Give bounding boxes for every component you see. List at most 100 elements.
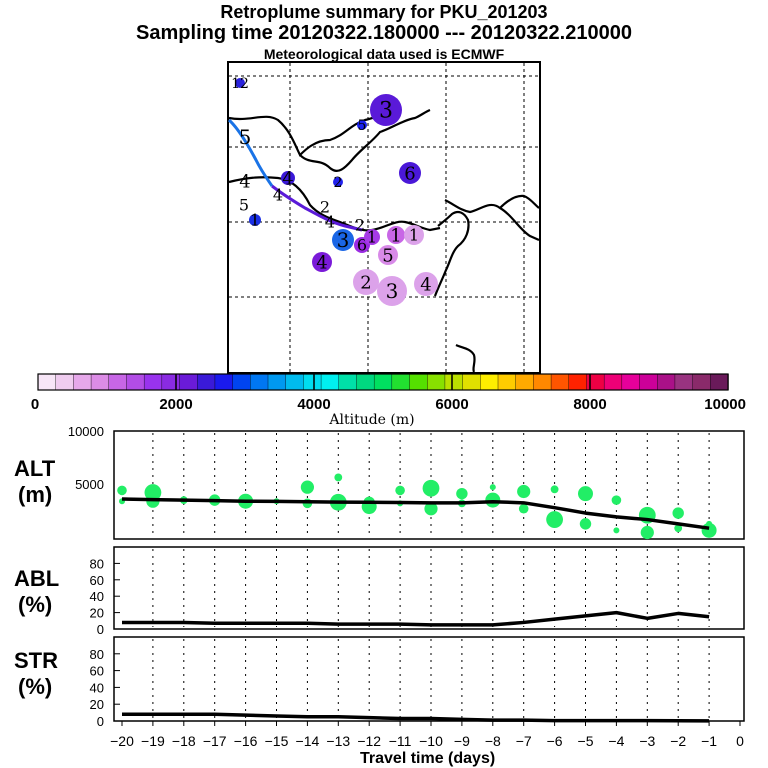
plume-label: 5 bbox=[358, 118, 367, 134]
plume-marker bbox=[378, 245, 398, 265]
alt-scatter-point bbox=[613, 527, 620, 534]
colorbar-swatch bbox=[161, 373, 181, 391]
x-tick-label: −13 bbox=[326, 733, 350, 749]
plume-marker bbox=[414, 272, 438, 296]
alt-scatter-point bbox=[706, 520, 713, 527]
colorbar-tick-label: 2000 bbox=[159, 396, 192, 413]
x-tick-label: −4 bbox=[608, 733, 624, 749]
colorbar-tick-label: 0 bbox=[31, 396, 39, 413]
x-tick-label: −1 bbox=[701, 733, 717, 749]
alt-scatter-point bbox=[117, 485, 127, 496]
colorbar-swatch bbox=[603, 373, 623, 391]
plume-label: 2 bbox=[334, 175, 343, 191]
colorbar-swatch bbox=[320, 373, 340, 391]
plume-label: 5 bbox=[239, 196, 249, 215]
x-tick-label: −17 bbox=[203, 733, 227, 749]
pct-tick-label: 40 bbox=[90, 680, 104, 695]
colorbar-swatch bbox=[285, 373, 305, 391]
trajectory-line bbox=[227, 118, 363, 232]
colorbar-swatch bbox=[480, 373, 499, 391]
plume-label: 5 bbox=[239, 125, 252, 149]
colorbar-swatch bbox=[108, 373, 128, 391]
x-tick-label: −11 bbox=[389, 733, 412, 749]
plume-label: 6 bbox=[404, 163, 415, 184]
plume-label: 4 bbox=[239, 171, 250, 192]
alt-scatter-point bbox=[674, 524, 683, 533]
alt-scatter-point bbox=[550, 485, 559, 494]
colorbar-swatch bbox=[568, 373, 588, 391]
colorbar-swatch bbox=[409, 373, 428, 391]
plume-label: 1 bbox=[390, 225, 401, 246]
colorbar-swatch bbox=[497, 373, 517, 391]
alt-scatter-point bbox=[518, 503, 529, 514]
colorbar-swatch bbox=[692, 373, 712, 391]
plume-label: 4 bbox=[282, 168, 293, 189]
altitude-colorbar: 0 2000 4000 6000 8000 10000 Altitude (m) bbox=[31, 373, 746, 428]
plume-marker bbox=[353, 269, 379, 295]
series-line bbox=[121, 497, 710, 530]
alt-label: ALT bbox=[14, 456, 56, 481]
alt-scatter-point bbox=[395, 485, 405, 496]
x-tick-label: 0 bbox=[736, 733, 744, 749]
pct-tick-label: 40 bbox=[90, 589, 104, 604]
colorbar-swatch bbox=[250, 373, 269, 391]
colorbar-swatch bbox=[90, 373, 110, 391]
x-tick-label: −10 bbox=[419, 733, 443, 749]
plume-label: 6 bbox=[357, 236, 367, 255]
colorbar-swatch bbox=[338, 373, 358, 391]
plume-marker bbox=[332, 229, 354, 251]
str-label: STR bbox=[14, 648, 58, 673]
colorbar-tick-label: 4000 bbox=[297, 396, 330, 413]
sampling-time-title: Sampling time 20120322.180000 --- 201203… bbox=[136, 22, 632, 44]
plume-marker bbox=[357, 120, 367, 130]
x-tick-label: −7 bbox=[516, 733, 532, 749]
x-tick-label: −3 bbox=[639, 733, 655, 749]
plume-label: 1 bbox=[250, 211, 260, 230]
abl-panel-frame bbox=[113, 546, 745, 630]
x-tick-label: −16 bbox=[234, 733, 258, 749]
chart-title: Retroplume summary for PKU_201203 bbox=[220, 2, 548, 22]
str-unit: (%) bbox=[18, 674, 52, 699]
plume-marker bbox=[399, 162, 421, 184]
abl-label: ABL bbox=[14, 566, 59, 591]
colorbar-swatch bbox=[391, 373, 411, 391]
plume-label: 4 bbox=[420, 274, 431, 295]
alt-unit: (m) bbox=[18, 482, 52, 507]
x-tick-label: −19 bbox=[141, 733, 165, 749]
plume-label: 4 bbox=[325, 213, 335, 232]
colorbar-swatch bbox=[550, 373, 570, 391]
colorbar-swatch bbox=[533, 373, 552, 391]
colorbar-swatch bbox=[674, 373, 694, 391]
x-tick-label: −8 bbox=[485, 733, 501, 749]
alt-scatter-point bbox=[579, 518, 592, 530]
colorbar-swatch bbox=[621, 373, 641, 391]
plume-marker bbox=[404, 225, 424, 245]
colorbar-swatch bbox=[710, 373, 729, 391]
colorbar-swatch bbox=[373, 373, 393, 391]
abl-unit: (%) bbox=[18, 592, 52, 617]
colorbar-swatch bbox=[639, 373, 658, 391]
pct-tick-label: 80 bbox=[90, 647, 104, 662]
x-tick-label: −15 bbox=[265, 733, 289, 749]
plume-marker bbox=[249, 214, 261, 226]
plume-label: 1 bbox=[409, 226, 419, 245]
colorbar-tick-label: 6000 bbox=[435, 396, 468, 413]
alt-scatter-point bbox=[424, 502, 438, 516]
colorbar-swatch bbox=[515, 373, 535, 391]
pct-tick-label: 60 bbox=[90, 664, 104, 679]
colorbar-swatch bbox=[427, 373, 446, 391]
colorbar-tick-label: 8000 bbox=[573, 396, 606, 413]
colorbar-swatch bbox=[356, 373, 375, 391]
met-data-title: Meteorological data used is ECMWF bbox=[263, 46, 505, 62]
alt-scatter-point bbox=[334, 473, 343, 482]
pct-tick-label: 80 bbox=[90, 556, 104, 571]
plume-label: 2 bbox=[355, 216, 365, 235]
alt-scatter-point bbox=[672, 507, 684, 519]
colorbar-swatch bbox=[267, 373, 287, 391]
colorbar-swatch bbox=[232, 373, 252, 391]
plume-label: 3 bbox=[379, 99, 393, 124]
colorbar-swatch bbox=[303, 373, 322, 391]
colorbar-swatch bbox=[179, 373, 198, 391]
pct-tick-label: 0 bbox=[97, 622, 104, 637]
